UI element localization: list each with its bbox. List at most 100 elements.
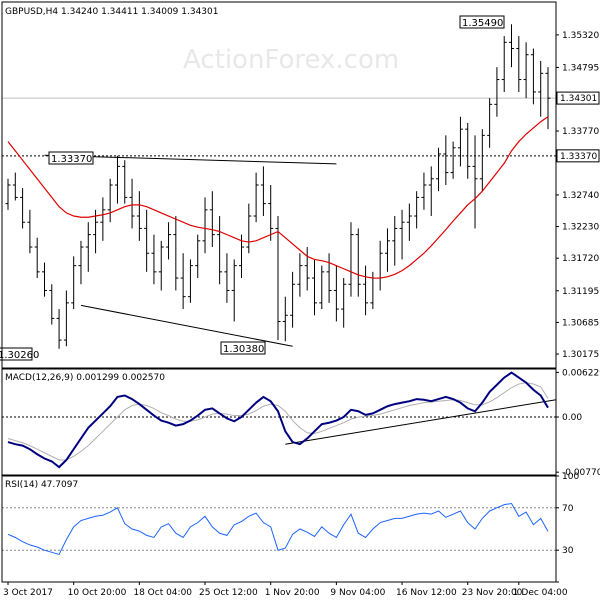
moving-average bbox=[7, 116, 549, 279]
current-price-marker: 1.34301 bbox=[556, 91, 600, 105]
rsi-tick-label: 100 bbox=[562, 472, 579, 482]
ohlc-bar bbox=[12, 172, 18, 201]
ohlc-bar bbox=[136, 191, 142, 241]
ohlc-bar bbox=[34, 237, 40, 279]
time-tick-label: 9 Nov 04:00 bbox=[330, 588, 385, 598]
ohlc-bar bbox=[348, 222, 354, 297]
ohlc-bar bbox=[399, 209, 405, 260]
time-tick-label: 25 Oct 12:00 bbox=[199, 588, 258, 598]
macd-info-label: MACD(12,26,9) 0.001299 0.002570 bbox=[5, 373, 165, 383]
current-price-marker-box bbox=[556, 91, 600, 105]
ohlc-bar bbox=[158, 240, 164, 291]
rsi-panel-border bbox=[1, 475, 557, 583]
rsi-tick-label: 70 bbox=[562, 504, 574, 514]
ohlc-bar bbox=[516, 36, 522, 92]
ohlc-bar bbox=[406, 203, 412, 241]
ohlc-bar bbox=[100, 197, 106, 241]
ohlc-bar bbox=[443, 135, 449, 185]
annotation-high-box bbox=[459, 15, 505, 29]
annotation-resistance-text: 1.33370 bbox=[51, 154, 92, 165]
ohlc-bar bbox=[392, 216, 398, 266]
macd-panel-border bbox=[1, 368, 557, 476]
ohlc-bar bbox=[436, 147, 442, 192]
macd-plot-area bbox=[2, 369, 556, 475]
ohlc-bar bbox=[144, 209, 150, 272]
time-tick-label: 3 Oct 2017 bbox=[3, 588, 53, 598]
ohlc-bar bbox=[465, 122, 471, 179]
lower-trendline bbox=[80, 304, 293, 347]
ohlc-bar bbox=[231, 259, 237, 322]
time-tick-label: 10 Oct 20:00 bbox=[68, 588, 127, 598]
ohlc-bar bbox=[363, 265, 369, 316]
macd-panel: MACD(12,26,9) 0.001299 0.002570 0.006229… bbox=[1, 368, 600, 478]
price-panel: ActionForex.com 1.333701.354901.303801.3… bbox=[0, 1, 600, 369]
macd-tick-label: 0.00 bbox=[562, 413, 582, 423]
ohlc-bar bbox=[114, 155, 120, 204]
ohlc-bar bbox=[187, 259, 193, 303]
watermark: ActionForex.com bbox=[183, 45, 399, 75]
price-tick-label: 1.33770 bbox=[562, 127, 599, 137]
ohlc-bar bbox=[151, 234, 157, 285]
ohlc-bar bbox=[195, 234, 201, 279]
ohlc-bar bbox=[311, 259, 317, 316]
ohlc-bar bbox=[479, 129, 485, 192]
time-tick-label: 16 Nov 12:00 bbox=[396, 588, 457, 598]
ohlc-bar bbox=[5, 178, 11, 210]
ohlc-bar bbox=[297, 253, 303, 297]
time-tick-label: 1 Nov 20:00 bbox=[265, 588, 320, 598]
annotation-low: 1.30380 bbox=[220, 341, 266, 355]
annotation-start-low-box bbox=[0, 347, 33, 361]
ohlc-bar bbox=[501, 36, 507, 92]
price-info-label: GBPUSD,H4 1.34240 1.34411 1.34009 1.3430… bbox=[5, 7, 218, 17]
rsi-tick-label: 30 bbox=[562, 546, 574, 556]
macd-support-trendline bbox=[285, 399, 557, 445]
ohlc-bar bbox=[494, 67, 500, 117]
ohlc-bar bbox=[421, 172, 427, 210]
macd-axis: 0.006229 0.00 -0.007706 bbox=[556, 368, 600, 478]
support-level-marker: 1.33370 bbox=[556, 149, 600, 163]
ohlc-bar bbox=[509, 24, 515, 68]
ohlc-bar bbox=[224, 253, 230, 303]
ohlc-bar bbox=[268, 185, 274, 241]
ohlc-bar bbox=[333, 265, 339, 322]
ohlc-bar bbox=[487, 98, 493, 148]
ohlc-bar bbox=[523, 42, 529, 99]
price-tick-label: 1.30685 bbox=[562, 318, 599, 328]
rsi-panel: RSI(14) 47.7097 100 70 30 bbox=[1, 472, 579, 583]
price-tick-label: 1.32740 bbox=[562, 191, 599, 201]
rsi-info-label: RSI(14) 47.7097 bbox=[5, 480, 78, 490]
price-annotations: 1.33370 1.35490 1.30380 1.30260 bbox=[0, 15, 505, 361]
ohlc-bar bbox=[319, 265, 325, 310]
annotation-resistance-box bbox=[48, 151, 94, 165]
ohlc-bar bbox=[246, 203, 252, 254]
rsi-line-path bbox=[7, 503, 549, 556]
price-axis: 1.35320 1.34795 1.33770 1.32740 1.32230 1.317… bbox=[556, 31, 600, 360]
time-tick-label: 18 Oct 04:00 bbox=[133, 588, 192, 598]
macd-signal-line bbox=[7, 382, 549, 461]
ohlc-bar bbox=[428, 166, 434, 217]
ohlc-bar bbox=[414, 191, 420, 229]
ohlc-bar bbox=[209, 191, 215, 248]
time-axis: 3 Oct 2017 10 Oct 20:00 18 Oct 04:00 25 Oct… bbox=[3, 582, 568, 598]
ohlc-bar bbox=[239, 234, 245, 279]
ohlc-bar bbox=[166, 222, 172, 260]
macd-trendline bbox=[285, 399, 557, 445]
ohlc-bar bbox=[384, 228, 390, 272]
ohlc-bar bbox=[304, 247, 310, 291]
rsi-line bbox=[7, 503, 549, 556]
ohlc-bar bbox=[260, 166, 266, 217]
ohlc-bar bbox=[472, 135, 478, 229]
ohlc-bar bbox=[93, 209, 99, 254]
macd-main-line bbox=[7, 371, 549, 469]
ohlc-bar bbox=[20, 188, 26, 229]
macd-lines bbox=[7, 371, 549, 469]
horizontal-levels bbox=[2, 97, 556, 157]
ohlc-bar bbox=[129, 178, 135, 229]
price-tick-label: 1.31720 bbox=[562, 254, 599, 264]
ohlc-bar bbox=[275, 216, 281, 341]
support-level-marker-box bbox=[556, 149, 600, 163]
time-tick-label: 23 Nov 20:00 bbox=[462, 588, 523, 598]
ohlc-bar bbox=[41, 262, 47, 297]
ohlc-bar bbox=[217, 216, 223, 285]
